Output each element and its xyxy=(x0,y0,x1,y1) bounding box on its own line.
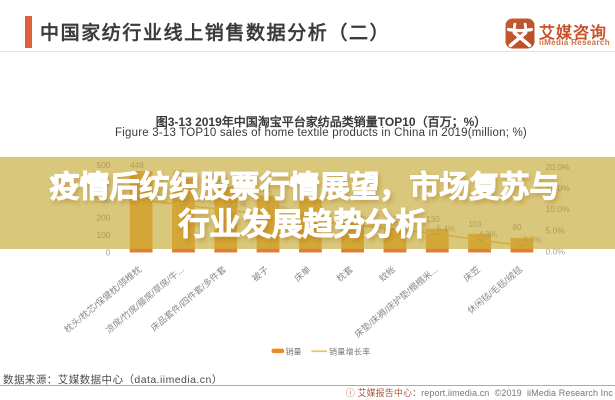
svg-text:蚊帐: 蚊帐 xyxy=(376,264,397,284)
svg-text:销量增长率: 销量增长率 xyxy=(329,347,371,357)
svg-text:床单: 床单 xyxy=(292,264,313,284)
svg-text:凉席/竹席/藤席/草席/牛...: 凉席/竹席/藤席/草席/牛... xyxy=(103,264,186,336)
svg-text:床品套件/四件套/多件套: 床品套件/四件套/多件套 xyxy=(148,264,228,334)
svg-text:床笠: 床笠 xyxy=(461,264,482,284)
svg-text:被子: 被子 xyxy=(250,264,271,284)
svg-text:0: 0 xyxy=(106,248,111,258)
svg-text:床垫/床褥/床护垫/榻榻米...: 床垫/床褥/床护垫/榻榻米... xyxy=(352,264,440,340)
svg-text:销量: 销量 xyxy=(286,347,302,357)
svg-text:枕头/枕芯/保健枕/颈椎枕: 枕头/枕芯/保健枕/颈椎枕 xyxy=(62,264,144,335)
svg-text:枕套: 枕套 xyxy=(334,264,355,284)
svg-text:0.0%: 0.0% xyxy=(546,246,566,256)
